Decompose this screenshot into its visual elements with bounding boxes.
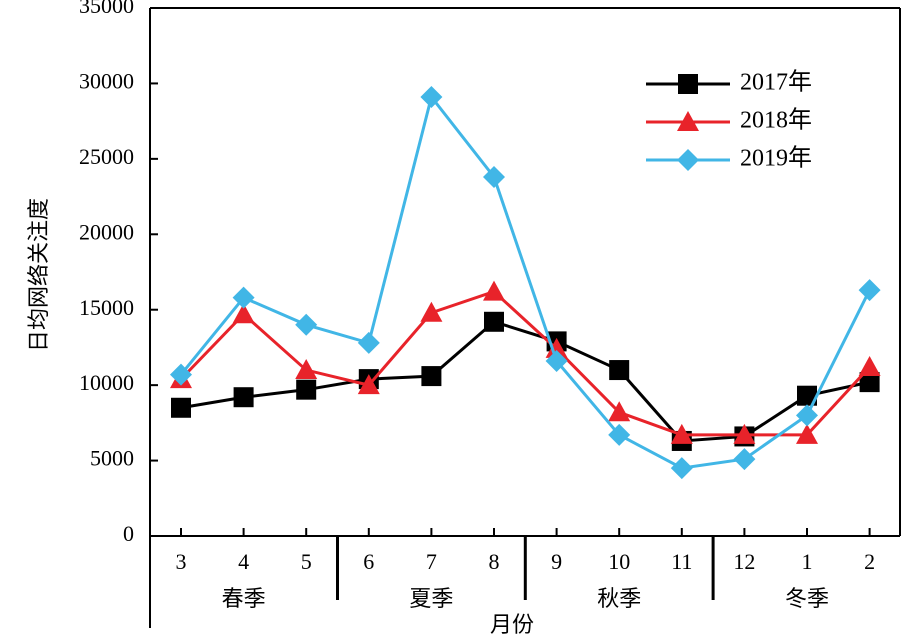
legend: 2017年 2018年 2019年 (646, 69, 812, 172)
x-tick-label: 1 (802, 549, 813, 574)
x-tick-label: 9 (551, 549, 562, 574)
x-tick-label: 8 (489, 549, 500, 574)
x-tick-label: 4 (238, 549, 249, 574)
data-point-diamond (733, 448, 756, 471)
y-tick-label: 20000 (79, 219, 134, 244)
y-tick-label: 10000 (79, 370, 134, 395)
data-point-square (797, 385, 817, 406)
data-point-diamond (295, 313, 318, 336)
x-tick-label: 10 (608, 549, 630, 574)
x-tick-label: 6 (363, 549, 374, 574)
legend-label: 2019年 (740, 145, 812, 172)
series-line (179, 93, 871, 470)
season-label: 冬季 (785, 587, 829, 612)
series-lines (170, 86, 881, 480)
data-point-diamond (545, 350, 568, 373)
x-tick-label: 3 (176, 549, 187, 574)
y-tick-label: 30000 (79, 68, 134, 93)
data-point-diamond (357, 331, 380, 354)
data-point-diamond (670, 457, 693, 480)
data-point-square (859, 372, 880, 393)
data-point-diamond (483, 165, 505, 188)
y-tick-label: 5000 (90, 446, 134, 471)
data-point-diamond (677, 149, 699, 171)
data-point-triangle (420, 301, 443, 322)
series-0 (171, 311, 880, 451)
data-point-triangle (545, 337, 568, 358)
season-label: 春季 (222, 587, 266, 612)
data-point-square (609, 360, 630, 381)
data-point-triangle (295, 359, 318, 380)
data-point-triangle (858, 356, 881, 377)
data-point-triangle (357, 374, 380, 395)
season-label: 夏季 (409, 587, 453, 612)
legend-label: 2017年 (740, 69, 812, 96)
series-line (179, 289, 871, 437)
series-line (180, 320, 870, 443)
y-axis: 0 5000 10000 15000 20000 25000 30000 35000 (79, 0, 158, 546)
legend-label: 2018年 (740, 107, 812, 134)
data-point-triangle (670, 423, 693, 444)
x-tick-label: 5 (301, 549, 312, 574)
data-point-triangle (796, 423, 818, 444)
data-point-diamond (858, 279, 881, 302)
data-point-triangle (483, 280, 505, 301)
data-point-square (421, 366, 442, 387)
data-point-square (171, 397, 191, 418)
x-tick-label: 11 (671, 549, 692, 574)
data-point-square (678, 74, 698, 94)
data-point-square (233, 387, 254, 408)
data-point-triangle (677, 111, 699, 131)
y-tick-label: 25000 (79, 144, 134, 169)
series-1 (170, 280, 881, 444)
series-2 (170, 86, 881, 480)
x-axis-label: 月份 (490, 613, 534, 638)
y-tick-label: 35000 (79, 0, 134, 18)
season-label: 秋季 (597, 587, 641, 612)
data-point-diamond (232, 286, 255, 309)
data-point-triangle (232, 303, 255, 324)
data-point-triangle (608, 401, 631, 422)
data-point-diamond (608, 423, 631, 446)
data-point-square (296, 379, 317, 400)
data-point-diamond (420, 86, 443, 109)
y-axis-label: 日均网络关注度 (27, 198, 52, 352)
data-point-triangle (733, 423, 756, 444)
x-axis: 3 4 5 6 7 8 9 10 11 12 1 2 春季 夏季 秋季 冬季 (149, 7, 901, 628)
data-point-diamond (796, 404, 818, 427)
data-point-square (484, 311, 504, 332)
x-tick-label: 7 (426, 549, 437, 574)
x-tick-label: 12 (733, 549, 755, 574)
x-tick-label: 2 (864, 549, 875, 574)
data-point-diamond (170, 363, 192, 386)
y-tick-label: 15000 (79, 295, 134, 320)
y-tick-label: 0 (123, 521, 134, 546)
